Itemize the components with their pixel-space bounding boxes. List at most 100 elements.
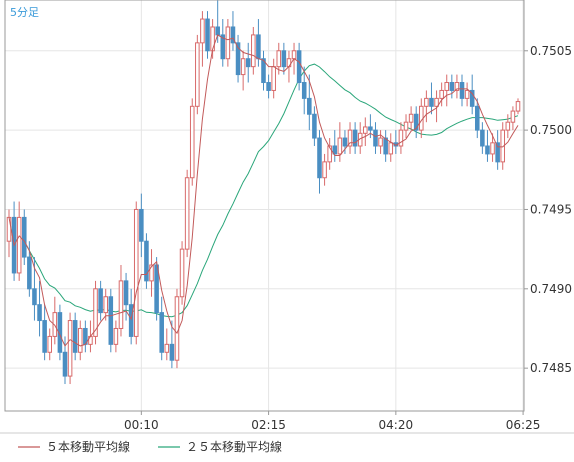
- candle-body-up: [424, 97, 429, 107]
- candle-body-down: [307, 97, 312, 115]
- candle-body-up: [67, 320, 73, 377]
- candle-body-up: [164, 343, 170, 353]
- candle-body-down: [154, 264, 159, 314]
- candle-body-up: [454, 82, 460, 91]
- candle-body-down: [159, 312, 164, 353]
- candle-body-up: [189, 105, 195, 179]
- candle-body-up: [225, 26, 231, 60]
- candle-body-up: [322, 161, 327, 179]
- candle-body-down: [495, 142, 500, 163]
- candle-body-up: [363, 126, 368, 134]
- candle-body-up: [327, 145, 332, 163]
- candle-body-up: [6, 216, 12, 242]
- candle-body-up: [464, 89, 470, 99]
- candle-body-down: [169, 343, 175, 361]
- candle-body-down: [42, 320, 47, 353]
- candle-body-down: [352, 129, 358, 147]
- candle-body-up: [347, 129, 353, 147]
- candle-body-down: [480, 129, 485, 147]
- candle-body-up: [103, 296, 108, 314]
- candle-body-down: [281, 50, 287, 68]
- ma5-line: [8, 34, 519, 347]
- candle-body-down: [21, 216, 27, 258]
- x-tick-label: 04:20: [379, 418, 414, 432]
- x-tick-label: 02:15: [251, 418, 286, 432]
- candle-body-down: [469, 89, 475, 107]
- candle-body-up: [500, 129, 506, 163]
- candle-body-down: [128, 304, 134, 337]
- candle-body-up: [515, 101, 521, 112]
- candle-body-up: [419, 105, 424, 131]
- candle-body-down: [62, 351, 68, 377]
- candle-body-up: [378, 137, 383, 147]
- candle-body-down: [373, 129, 378, 147]
- candle-body-up: [133, 208, 139, 337]
- candle-body-up: [337, 137, 343, 155]
- y-tick-label: 0.7500: [530, 123, 572, 137]
- y-tick-label: 0.7485: [530, 361, 572, 375]
- y-tick-label: 0.7495: [530, 202, 572, 216]
- candle-body-down: [37, 304, 42, 322]
- candle-body-down: [301, 82, 307, 99]
- candle-body-up: [93, 288, 98, 337]
- candle-body-up: [434, 97, 439, 107]
- candle-body-down: [342, 137, 348, 147]
- candle-body-up: [291, 50, 297, 60]
- candle-body-down: [230, 26, 236, 44]
- candle-body-down: [383, 137, 388, 155]
- candle-body-up: [403, 121, 409, 131]
- candle-body-up: [251, 34, 256, 68]
- candle-body-up: [408, 113, 414, 123]
- candle-body-down: [220, 34, 226, 60]
- candle-body-up: [47, 335, 53, 353]
- candle-body-up: [77, 327, 83, 353]
- candle-body-down: [98, 288, 103, 314]
- candle-body-down: [144, 240, 149, 282]
- candle-body-up: [210, 26, 215, 52]
- candle-body-up: [276, 50, 282, 68]
- candle-body-down: [449, 82, 455, 91]
- candle-body-down: [256, 34, 261, 60]
- timeframe-label: 5分足: [10, 6, 39, 19]
- candle-body-up: [179, 248, 185, 298]
- legend-ma5-label: ５本移動平均線: [46, 439, 130, 454]
- y-tick-label: 0.7505: [530, 44, 572, 58]
- candle-body-up: [388, 142, 394, 155]
- legend: ５本移動平均線 ２５本移動平均線: [18, 439, 282, 454]
- legend-ma25-label: ２５本移動平均線: [186, 439, 282, 454]
- candle-body-up: [113, 327, 119, 345]
- candle-body-up: [505, 121, 511, 131]
- candle-body-down: [32, 288, 37, 306]
- candle-body-up: [195, 42, 200, 107]
- candle-body-up: [271, 66, 276, 91]
- candle-body-up: [240, 58, 246, 76]
- candle-body-down: [205, 18, 210, 52]
- candle-body-down: [215, 26, 220, 36]
- candle-body-down: [261, 58, 266, 84]
- y-axis-ticks: 0.7505 0.7500 0.7495 0.7490 0.7485: [524, 44, 572, 375]
- candle-body-down: [245, 58, 251, 68]
- candle-body-down: [108, 296, 114, 345]
- candle-body-up: [16, 216, 22, 274]
- candle-body-up: [398, 129, 404, 147]
- candle-body-down: [368, 126, 373, 131]
- x-tick-label: 06:25: [506, 418, 541, 432]
- candle-body-down: [296, 50, 302, 84]
- candle-body-up: [200, 18, 205, 44]
- ma5-line-layer: [8, 34, 519, 347]
- candle-body-down: [27, 256, 32, 290]
- candle-body-down: [266, 82, 271, 91]
- candle-body-down: [485, 145, 490, 155]
- candle-body-down: [72, 320, 78, 353]
- candle-body-down: [413, 113, 419, 131]
- candle-body-up: [118, 280, 124, 329]
- candle-body-up: [149, 264, 154, 282]
- x-axis-ticks: 00:10 02:15 04:20 06:25: [124, 411, 540, 432]
- y-tick-label: 0.7490: [530, 282, 572, 296]
- candle-body-up: [444, 82, 450, 91]
- candle-body-up: [174, 296, 180, 361]
- candle-body-up: [439, 89, 444, 99]
- candle-body-down: [474, 105, 480, 131]
